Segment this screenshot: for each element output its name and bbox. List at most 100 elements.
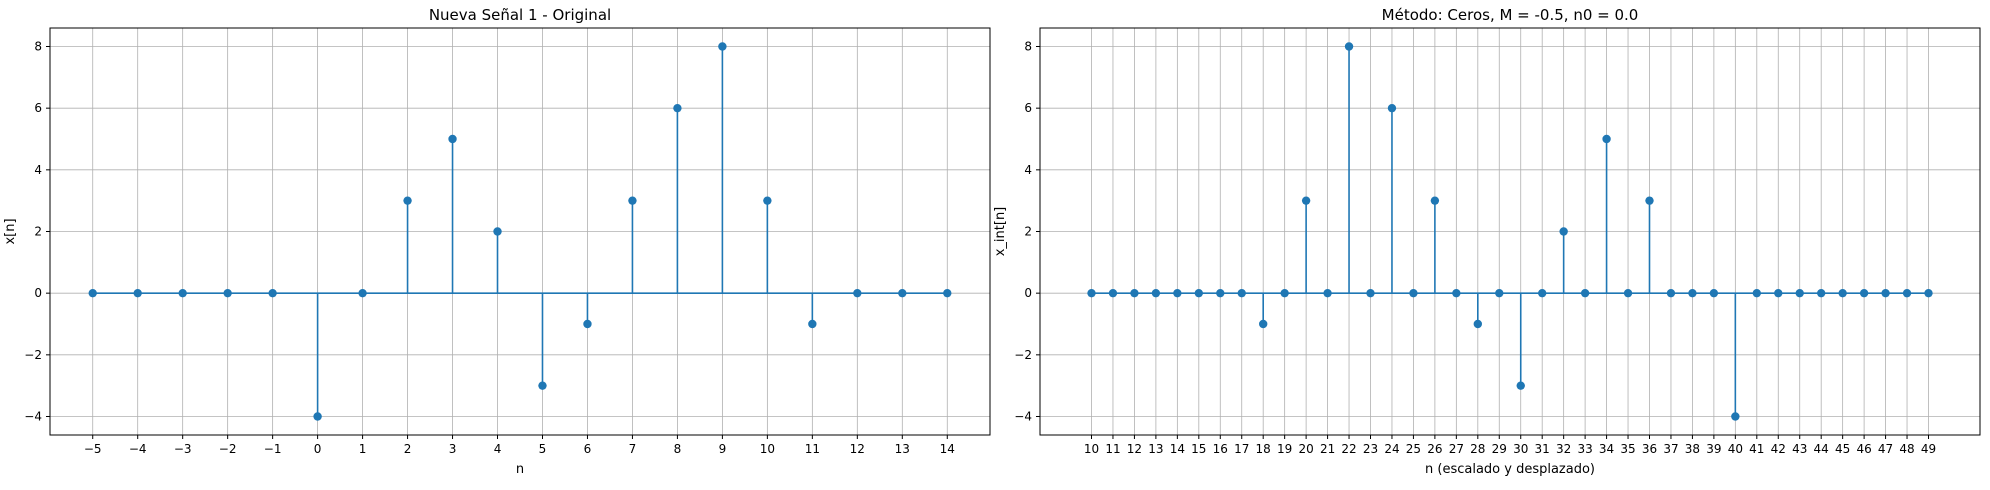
stem-marker [1495,288,1504,298]
stem-marker [313,412,322,421]
stem-marker [493,227,502,236]
x-tick-label: 7 [629,442,637,456]
x-tick-label: −3 [174,442,192,456]
x-tick-label: 22 [1341,442,1356,456]
y-tick-label: 4 [34,163,42,177]
stem-marker [538,381,547,390]
chart-title: Nueva Señal 1 - Original [429,6,611,24]
stem-marker [1623,288,1633,298]
stem-marker [1924,288,1933,298]
y-tick-label: 0 [34,286,42,300]
x-tick-label: 6 [584,442,592,456]
stem-marker [1816,288,1826,298]
x-tick-label: 34 [1599,442,1614,456]
x-tick-label: 37 [1663,442,1678,456]
x-tick-label: 14 [940,442,955,456]
stem-marker [943,288,952,298]
x-tick-label: 10 [760,442,775,456]
stem-marker [1516,381,1525,390]
stem-marker [133,288,142,298]
x-tick-label: 43 [1792,442,1807,456]
stem-marker [808,319,817,329]
x-tick-label: 35 [1620,442,1635,456]
stem-marker [1537,288,1547,298]
y-tick-label: −2 [1014,348,1032,362]
x-tick-label: 20 [1298,442,1313,456]
stem-marker [1902,288,1912,298]
stem-marker [1559,227,1568,236]
stem-marker [1194,288,1204,298]
x-axis-label: n (escalado y desplazado) [1425,462,1595,477]
x-tick-label: 44 [1814,442,1829,456]
x-tick-label: 14 [1170,442,1185,456]
x-tick-label: 38 [1685,442,1700,456]
x-tick-label: 1 [359,442,367,456]
x-tick-label: 36 [1642,442,1657,456]
x-tick-label: 40 [1728,442,1743,456]
x-tick-label: 17 [1234,442,1249,456]
stem-marker [1280,288,1289,298]
x-tick-label: 16 [1213,442,1228,456]
y-tick-label: −4 [24,410,42,424]
x-tick-label: 27 [1449,442,1464,456]
stem-marker [1258,319,1268,329]
stem-marker [1237,288,1246,298]
y-tick-label: 0 [1024,286,1032,300]
stem-marker [1173,288,1182,298]
stem-marker [1344,42,1354,51]
y-tick-label: 8 [34,40,42,54]
x-tick-label: 32 [1556,442,1571,456]
stem-marker [1108,288,1118,298]
stem-marker [1881,288,1890,298]
stem-marker [1666,288,1676,298]
y-tick-label: 4 [1024,163,1032,177]
stem-marker [1409,288,1418,298]
x-tick-label: 3 [449,442,457,456]
x-tick-label: 42 [1771,442,1786,456]
x-tick-label: 9 [719,442,727,456]
x-tick-label: 0 [314,442,322,456]
x-tick-label: 21 [1320,442,1335,456]
stem-marker [88,288,97,298]
x-tick-label: −5 [84,442,102,456]
stem-marker [1387,103,1397,113]
x-tick-label: 23 [1363,442,1378,456]
x-tick-label: −2 [219,442,237,456]
x-tick-label: 18 [1256,442,1271,456]
stem-marker [1645,196,1654,205]
x-tick-label: 12 [850,442,865,456]
y-axis-label: x[n] [3,218,18,244]
stem-marker [583,319,592,329]
x-tick-label: 41 [1749,442,1764,456]
x-tick-label: 49 [1921,442,1936,456]
x-tick-label: 11 [805,442,820,456]
x-tick-label: 31 [1535,442,1550,456]
stem-marker [1473,319,1483,329]
stem-marker [1774,288,1783,298]
x-tick-label: 26 [1427,442,1442,456]
x-tick-label: 13 [1148,442,1163,456]
x-tick-label: 13 [895,442,910,456]
stem-marker [1366,288,1375,298]
x-tick-label: 46 [1856,442,1871,456]
x-tick-label: 33 [1577,442,1592,456]
x-tick-label: 8 [674,442,682,456]
y-tick-label: 6 [34,101,42,115]
stem-marker [1859,288,1869,298]
y-tick-label: 2 [1024,225,1032,239]
x-tick-label: −1 [264,442,282,456]
x-axis-label: n [516,462,524,477]
stem-marker [763,196,772,205]
grid [50,28,990,435]
stem-marker [358,288,367,298]
stem-marker [1688,288,1697,298]
chart-title: Método: Ceros, M = -0.5, n0 = 0.0 [1382,6,1639,24]
stem-marker [1602,134,1611,144]
x-tick-label: 28 [1470,442,1485,456]
x-tick-label: 4 [494,442,502,456]
chart-original: −5 −4 −3 −2 −1 0 1 2 3 4 5 6 7 8 9 10 11 12 13 14−4−202468N… [3,6,991,477]
chart-interpolated: 10 11 12 13 14 15 16 17 18 19 20 21 22 23 24 25 26 27 28 29… [993,6,1981,477]
x-tick-label: 48 [1899,442,1914,456]
stem-marker [1709,288,1719,298]
